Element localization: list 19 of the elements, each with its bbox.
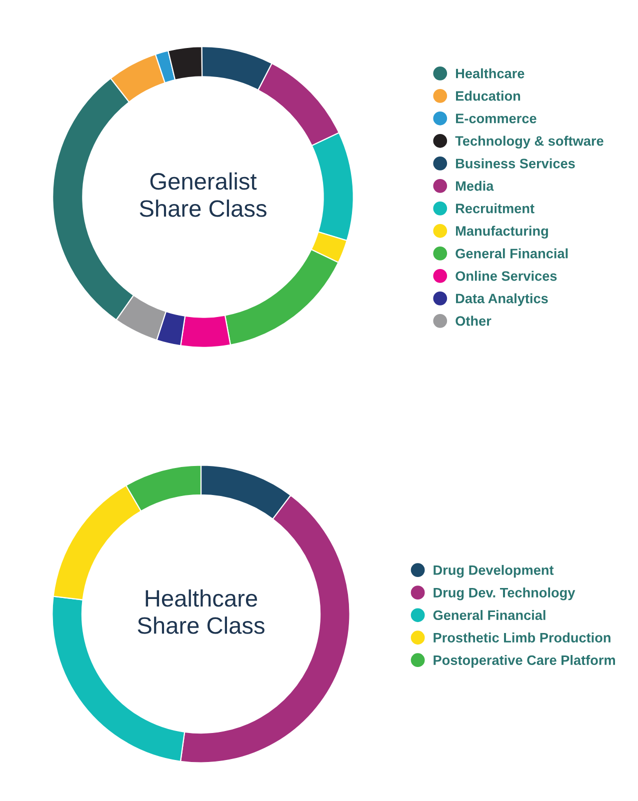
legend-label: Business Services bbox=[456, 158, 575, 168]
text: Generalist Share Class bbox=[140, 172, 266, 217]
legend-label: Manufacturing bbox=[456, 226, 548, 239]
legend-label: Data Analytics bbox=[456, 293, 548, 306]
legend-label: Media bbox=[456, 180, 494, 191]
legend-label: Healthcare bbox=[456, 68, 524, 78]
legend-label: Other bbox=[456, 316, 492, 326]
legend-label: Prosthetic Limb Production bbox=[434, 632, 610, 643]
legend-label: Drug Dev. Technology bbox=[434, 587, 576, 600]
legend-label: Online Services bbox=[456, 270, 557, 281]
legend-label: Drug Development bbox=[434, 564, 554, 578]
legend-label: Technology & software bbox=[455, 136, 604, 149]
legend-label: E-commerce bbox=[456, 114, 536, 124]
legend-label: General Financial bbox=[433, 610, 546, 620]
legend-label: General Financial bbox=[456, 248, 568, 258]
legend-label: Recruitment bbox=[456, 203, 534, 214]
legend-label: Education bbox=[456, 90, 520, 101]
text: Healthcare Share Class bbox=[138, 589, 264, 634]
legend-label: Postoperative Care Platform bbox=[434, 655, 615, 668]
